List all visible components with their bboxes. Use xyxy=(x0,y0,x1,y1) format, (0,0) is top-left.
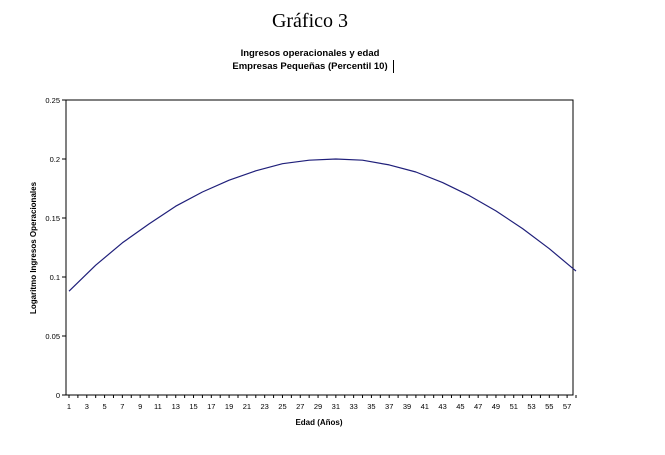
x-tick-label: 31 xyxy=(332,402,340,411)
x-tick-label: 55 xyxy=(545,402,553,411)
chart-subtitle: Empresas Pequeñas (Percentil 10) xyxy=(232,61,388,72)
x-tick-label: 17 xyxy=(207,402,215,411)
x-tick-label: 47 xyxy=(474,402,482,411)
x-tick-label: 13 xyxy=(172,402,180,411)
plot-area xyxy=(65,99,574,396)
x-tick-label: 57 xyxy=(563,402,571,411)
x-tick-label: 7 xyxy=(120,402,124,411)
y-tick-label: 0.25 xyxy=(45,96,60,105)
x-axis-title: Edad (Años) xyxy=(295,418,342,427)
y-tick-label: 0.1 xyxy=(50,273,60,282)
x-tick-label: 37 xyxy=(385,402,393,411)
page-heading: Gráfico 3 xyxy=(271,10,349,32)
y-tick-label: 0.2 xyxy=(50,155,60,164)
y-tick-label: 0.05 xyxy=(45,332,60,341)
x-tick-label: 3 xyxy=(85,402,89,411)
y-axis-title: Logaritmo Ingresos Operacionales xyxy=(29,181,38,314)
x-tick-label: 39 xyxy=(403,402,411,411)
x-tick-label: 23 xyxy=(261,402,269,411)
x-tick-label: 53 xyxy=(527,402,535,411)
x-tick-label: 51 xyxy=(510,402,518,411)
x-tick-label: 45 xyxy=(456,402,464,411)
x-tick-label: 19 xyxy=(225,402,233,411)
x-tick-label: 27 xyxy=(296,402,304,411)
x-tick-label: 5 xyxy=(102,402,106,411)
x-tick-label: 1 xyxy=(67,402,71,411)
x-tick-label: 9 xyxy=(138,402,142,411)
series-line xyxy=(68,158,577,292)
x-tick-label: 35 xyxy=(367,402,375,411)
y-tick-label: 0 xyxy=(56,391,60,400)
text-cursor xyxy=(393,60,394,73)
x-tick-label: 15 xyxy=(189,402,197,411)
x-tick-label: 29 xyxy=(314,402,322,411)
x-tick-label: 49 xyxy=(492,402,500,411)
x-tick-label: 25 xyxy=(278,402,286,411)
y-tick-label: 0.15 xyxy=(45,214,60,223)
x-tick-label: 33 xyxy=(349,402,357,411)
x-tick-label: 43 xyxy=(438,402,446,411)
x-tick-label: 41 xyxy=(421,402,429,411)
x-tick-label: 21 xyxy=(243,402,251,411)
chart-title: Ingresos operacionales y edad xyxy=(240,48,380,59)
x-tick-label: 11 xyxy=(154,402,162,411)
